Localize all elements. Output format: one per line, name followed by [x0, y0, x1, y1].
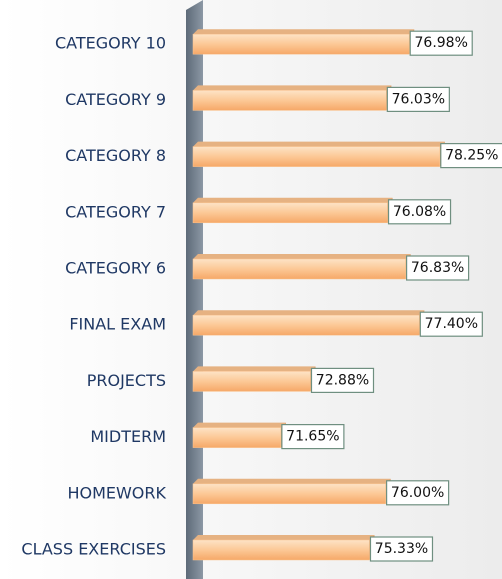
- value-label: 76.00%: [391, 485, 444, 501]
- category-label: PROJECTS: [87, 371, 166, 390]
- bar-front: [192, 202, 388, 224]
- value-label-box: [310, 367, 375, 393]
- bar-top: [193, 85, 392, 91]
- bar-top: [193, 366, 316, 372]
- category-label: CATEGORY 7: [65, 202, 166, 221]
- bar-front: [192, 371, 311, 392]
- bar-front: [192, 483, 386, 505]
- bar-front: [192, 539, 370, 561]
- value-label-box: [405, 255, 470, 281]
- category-label: CATEGORY 8: [65, 146, 166, 165]
- value-label: 76.03%: [392, 91, 445, 107]
- bar: [192, 29, 415, 55]
- bar-top: [193, 535, 375, 540]
- bar-front: [192, 33, 410, 55]
- bar-front: [192, 258, 406, 280]
- bar: [192, 85, 392, 111]
- bar: [192, 422, 286, 448]
- value-label: 78.25%: [445, 148, 498, 164]
- value-label-box: [386, 480, 450, 506]
- value-label: 76.08%: [393, 204, 446, 220]
- category-label: CATEGORY 9: [65, 90, 166, 109]
- value-label-box: [386, 86, 450, 113]
- bar: [192, 535, 375, 561]
- bar-top: [193, 422, 286, 428]
- category-label: HOMEWORK: [67, 483, 166, 502]
- category-label: FINAL EXAM: [69, 315, 166, 334]
- category-label: CATEGORY 10: [55, 34, 166, 53]
- value-label: 76.98%: [415, 35, 468, 51]
- value-label: 77.40%: [425, 316, 478, 332]
- bar: [192, 141, 445, 167]
- value-label-box: [281, 424, 345, 450]
- bar: [192, 310, 425, 336]
- bar-top: [193, 310, 425, 316]
- category-label: MIDTERM: [90, 427, 166, 446]
- bar-top: [193, 197, 393, 203]
- value-label-box: [387, 199, 452, 225]
- bar: [192, 254, 411, 280]
- bar: [192, 366, 316, 392]
- bar-front: [192, 427, 282, 448]
- value-label: 71.65%: [286, 429, 339, 445]
- value-label-box: [369, 536, 434, 562]
- bar: [192, 478, 391, 505]
- bar-top: [193, 478, 391, 484]
- bar-top: [193, 141, 445, 147]
- value-label-box: [409, 30, 473, 56]
- bar-top: [193, 254, 411, 259]
- value-label: 76.83%: [411, 260, 464, 276]
- value-label: 75.33%: [375, 541, 428, 557]
- value-label-box: [419, 311, 483, 337]
- bar-front: [192, 314, 420, 336]
- value-label-box: [440, 143, 502, 169]
- value-label: 72.88%: [316, 372, 369, 388]
- bar-top: [193, 29, 415, 35]
- category-label: CLASS EXERCISES: [21, 540, 166, 559]
- bar-front: [192, 90, 387, 111]
- bar: [192, 197, 393, 224]
- category-label: CATEGORY 6: [65, 259, 166, 278]
- bar-front: [192, 146, 441, 167]
